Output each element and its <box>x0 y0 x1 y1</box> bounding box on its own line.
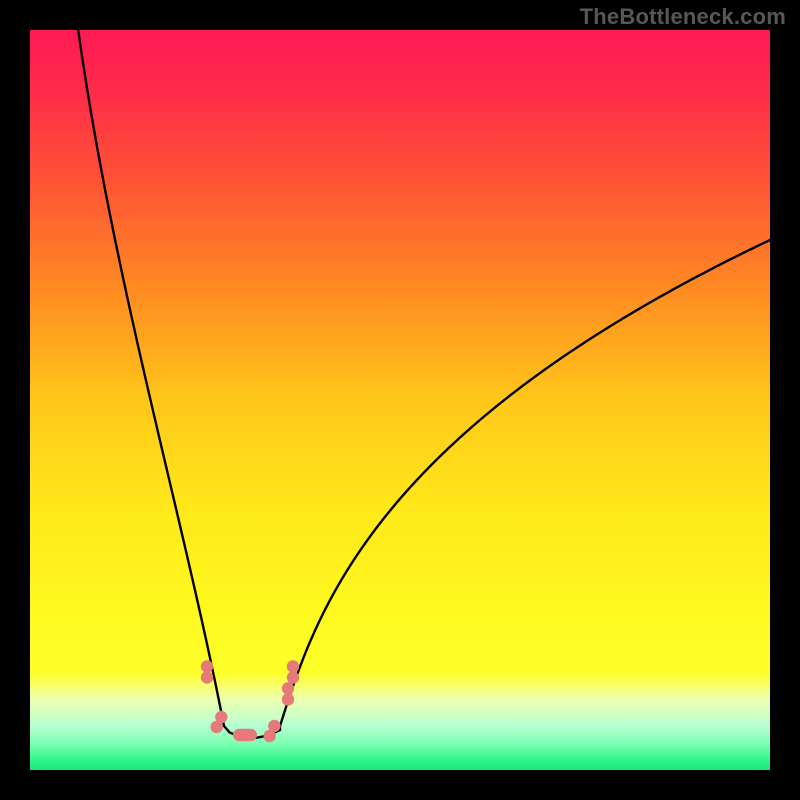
chart-stage: TheBottleneck.com <box>0 0 800 800</box>
marker-capsule <box>233 729 257 742</box>
gradient-panel <box>30 30 770 770</box>
chart-svg <box>0 0 800 800</box>
watermark-text: TheBottleneck.com <box>580 4 786 30</box>
